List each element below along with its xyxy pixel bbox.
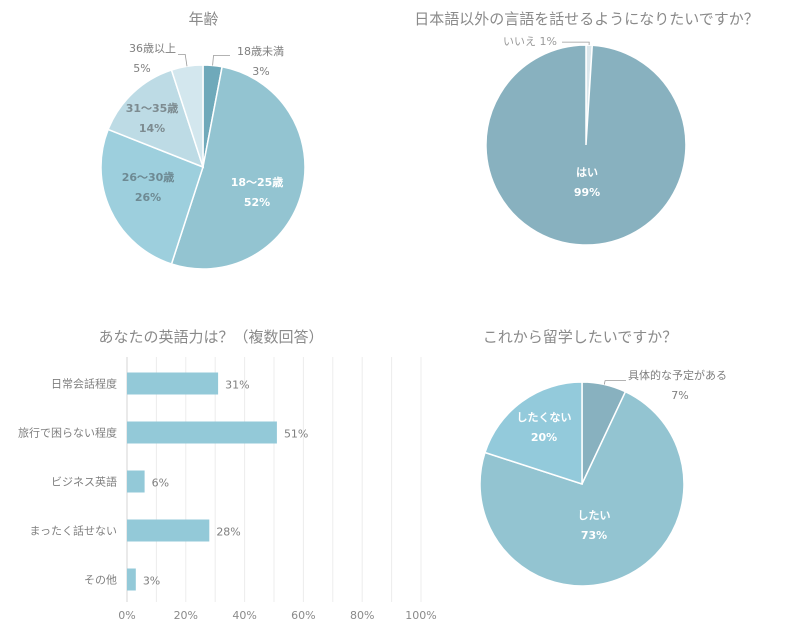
english-bar-svg: 0% 20% 40% 60% 80% 100% 日常会話程度 31% 旅行で困らない程度 51% ビ… (18, 357, 437, 622)
bar-4 (127, 568, 136, 591)
slice-value-label: 20% (531, 431, 557, 444)
pie-slice-2 (484, 381, 583, 486)
slice-value-label: 14% (139, 122, 165, 135)
leader-line (562, 41, 590, 46)
pie-slice-1 (479, 390, 685, 587)
bar-value-label: 28% (216, 526, 240, 539)
pie-slice-1 (170, 65, 306, 270)
slice-value-label: 99% (574, 186, 600, 199)
slice-label: いいえ 1% (503, 35, 557, 48)
study-pie-svg: 具体的な予定がある 7% したい 73% したくない 20% (479, 368, 727, 587)
pie-slice-1 (485, 44, 687, 246)
category-label: その他 (84, 574, 117, 587)
age-pie-svg: 18歳未満 3% 18〜25歳 52% 26〜30歳 26% 31〜35歳 14% 36歳以上 5… (100, 42, 306, 270)
slice-value-label: 73% (581, 529, 607, 542)
slice-category-label: 具体的な予定がある (628, 368, 727, 382)
slice-value-label: 3% (252, 65, 269, 78)
chart-title: あなたの英語力は？（複数回答） (98, 328, 324, 346)
leader-line (603, 380, 626, 385)
slice-category-label: 31〜35歳 (126, 101, 179, 115)
slice-category-label: 18歳未満 (237, 45, 284, 58)
age-pie-chart: 年齢 18歳未満 3% 18〜25歳 52% 26〜30歳 26% 31〜35歳 14% 36歳… (0, 0, 400, 300)
slice-value-label: 52% (244, 196, 270, 209)
slice-category-label: 18〜25歳 (231, 175, 284, 189)
language-pie-svg: いいえ 1% はい 99% (485, 35, 687, 246)
x-tick-label: 80% (350, 609, 374, 622)
slice-category-label: 36歳以上 (129, 42, 176, 55)
x-tick-label: 60% (291, 609, 315, 622)
slice-value-label: 1% (536, 35, 557, 48)
pie-slice-2 (100, 128, 204, 265)
bar-1 (127, 421, 277, 444)
chart-title: 年齢 (188, 10, 219, 28)
bar-3 (127, 519, 210, 542)
chart-title: 日本語以外の言語を話せるようになりたいですか？ (414, 10, 759, 28)
slice-category-label: 26〜30歳 (122, 170, 175, 184)
x-tick-label: 100% (405, 609, 436, 622)
leader-line (212, 55, 230, 66)
category-label: まったく話せない (29, 524, 117, 538)
slice-value-label: 26% (135, 191, 161, 204)
bar-value-label: 31% (225, 379, 249, 392)
bar-value-label: 3% (143, 575, 160, 588)
category-label: 旅行で困らない程度 (18, 426, 117, 440)
study-abroad-pie-chart: これから留学したいですか？ 具体的な予定がある 7% したい 73% したくない 20% (400, 312, 800, 624)
bar-value-label: 6% (152, 477, 169, 490)
slice-category-label: したい (578, 509, 611, 522)
english-bar-chart: あなたの英語力は？（複数回答） 0% 20% 40% 60% 80% 100% 日常会話程度… (0, 312, 450, 624)
chart-title: これから留学したいですか？ (482, 328, 678, 346)
language-pie-chart: 日本語以外の言語を話せるようになりたいですか？ いいえ 1% はい 99% (400, 0, 800, 300)
slice-value-label: 5% (133, 62, 150, 75)
bar-0 (127, 372, 219, 395)
x-tick-label: 40% (232, 609, 256, 622)
category-label: 日常会話程度 (51, 377, 117, 391)
leader-line (178, 54, 188, 67)
slice-category-label: はい (576, 166, 598, 179)
slice-category-label: いいえ (503, 35, 536, 48)
bar-2 (127, 470, 145, 493)
category-label: ビジネス英語 (51, 475, 117, 489)
slice-value-label: 7% (671, 389, 688, 402)
x-tick-label: 20% (174, 609, 198, 622)
slice-category-label: したくない (517, 411, 572, 424)
x-tick-label: 0% (118, 609, 135, 622)
bar-value-label: 51% (284, 428, 308, 441)
